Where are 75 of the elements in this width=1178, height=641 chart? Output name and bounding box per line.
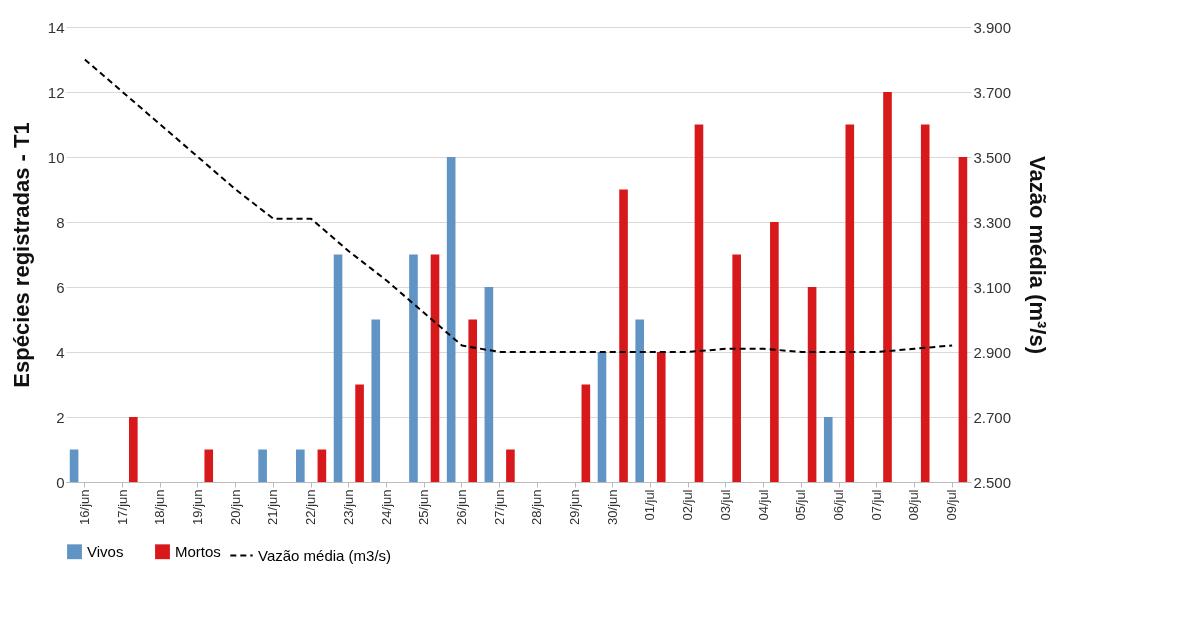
legend-label: Vivos	[87, 542, 124, 560]
y2-tick-label: 2.500	[973, 473, 1012, 491]
x-tick-label: 02/jul	[680, 489, 696, 521]
bar	[333, 254, 343, 482]
bar	[409, 254, 418, 482]
y2-tick-label: 3.100	[973, 278, 1012, 296]
x-tick-label: 18/jun	[152, 489, 168, 525]
x-tick-label: 05/jul	[793, 489, 809, 521]
bar	[129, 417, 138, 482]
x-tick-label: 08/jul	[906, 489, 922, 521]
bar	[619, 189, 628, 482]
x-tick-label: 23/jun	[340, 489, 356, 525]
x-tick-label: 06/jul	[831, 489, 847, 521]
bar	[770, 222, 779, 482]
bar	[920, 124, 930, 482]
y-tick-label: 6	[56, 278, 65, 296]
bar	[468, 319, 478, 482]
bar	[296, 449, 305, 482]
bar	[204, 449, 214, 482]
bar	[958, 157, 968, 482]
x-tick-label: 07/jul	[868, 489, 884, 521]
y2-axis-title: Vazão média (m³/s)	[1025, 155, 1051, 355]
x-tick-label: 04/jul	[755, 489, 771, 521]
y-tick-label: 14	[47, 18, 65, 36]
y2-tick-label: 3.900	[973, 18, 1012, 36]
bar	[484, 287, 494, 482]
x-tick-label: 17/jun	[114, 489, 130, 525]
bar	[317, 449, 327, 482]
legend-label: Mortos	[175, 542, 221, 560]
bar	[732, 254, 741, 482]
x-tick-label: 01/jul	[642, 489, 658, 521]
bar	[807, 287, 817, 482]
x-tick-label: 20/jun	[227, 489, 243, 525]
bar	[355, 384, 364, 482]
bar	[656, 352, 666, 482]
y-tick-label: 0	[56, 473, 65, 491]
bar	[694, 124, 704, 482]
y2-tick-label: 3.700	[973, 83, 1012, 101]
bar	[883, 92, 892, 482]
x-tick-label: 19/jun	[189, 489, 205, 525]
x-tick-label: 27/jun	[491, 489, 507, 525]
x-tick-label: 26/jun	[453, 489, 469, 525]
y-tick-label: 2	[56, 408, 65, 426]
x-tick-label: 24/jun	[378, 489, 394, 525]
y2-tick-label: 3.300	[973, 213, 1012, 231]
bar	[446, 157, 456, 482]
bar	[597, 352, 607, 482]
x-tick-label: 22/jun	[303, 489, 319, 525]
bar	[506, 449, 515, 482]
x-tick-label: 21/jun	[265, 489, 281, 525]
bar	[430, 254, 440, 482]
x-tick-label: 03/jul	[717, 489, 733, 521]
bar	[845, 124, 855, 482]
x-tick-label: 09/jul	[944, 489, 960, 521]
y2-tick-label: 2.700	[973, 408, 1012, 426]
x-tick-label: 30/jun	[604, 489, 620, 525]
y2-tick-label: 2.900	[973, 343, 1012, 361]
y-tick-label: 12	[47, 83, 65, 101]
y-axis-title: Espécies registradas - T1	[8, 122, 34, 388]
x-tick-label: 25/jun	[416, 489, 432, 525]
x-tick-label: 16/jun	[76, 489, 92, 525]
y-tick-label: 4	[56, 343, 65, 361]
y2-tick-label: 3.500	[973, 148, 1012, 166]
line-series	[83, 58, 954, 353]
bar	[635, 319, 645, 482]
bar	[581, 384, 591, 482]
bar	[69, 449, 79, 482]
legend-label: Vazão média (m3/s)	[258, 546, 392, 564]
x-tick-label: 29/jun	[567, 489, 583, 525]
bar	[258, 449, 267, 482]
x-tick-label: 28/jun	[529, 489, 545, 525]
y-tick-label: 8	[56, 213, 65, 231]
bar	[823, 417, 833, 482]
y-tick-label: 10	[47, 148, 65, 166]
bar	[371, 319, 381, 482]
